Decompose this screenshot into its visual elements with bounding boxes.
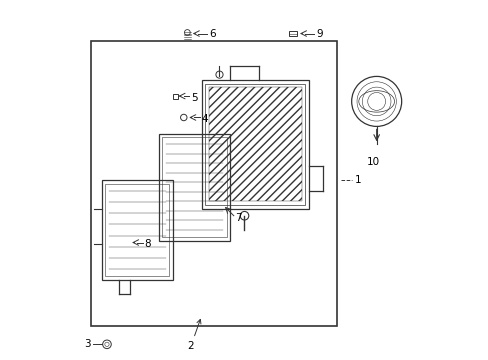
Text: 10: 10 (366, 157, 379, 167)
Bar (205, 84, 305, 205)
Bar (91, 41, 337, 327)
Text: 9: 9 (315, 28, 322, 39)
Bar (102, 180, 173, 280)
Bar (105, 184, 169, 276)
Text: 1: 1 (354, 175, 361, 185)
Text: 5: 5 (190, 93, 197, 103)
Text: 4: 4 (201, 114, 208, 124)
Bar (162, 137, 226, 237)
Bar (173, 94, 177, 99)
Text: 8: 8 (144, 239, 151, 249)
Bar (208, 87, 301, 202)
Text: 3: 3 (83, 339, 90, 349)
Bar (159, 134, 230, 241)
Text: 2: 2 (187, 319, 201, 351)
Text: 6: 6 (208, 28, 215, 39)
Bar (288, 31, 296, 36)
Text: 7: 7 (235, 212, 242, 222)
Bar (201, 80, 308, 208)
